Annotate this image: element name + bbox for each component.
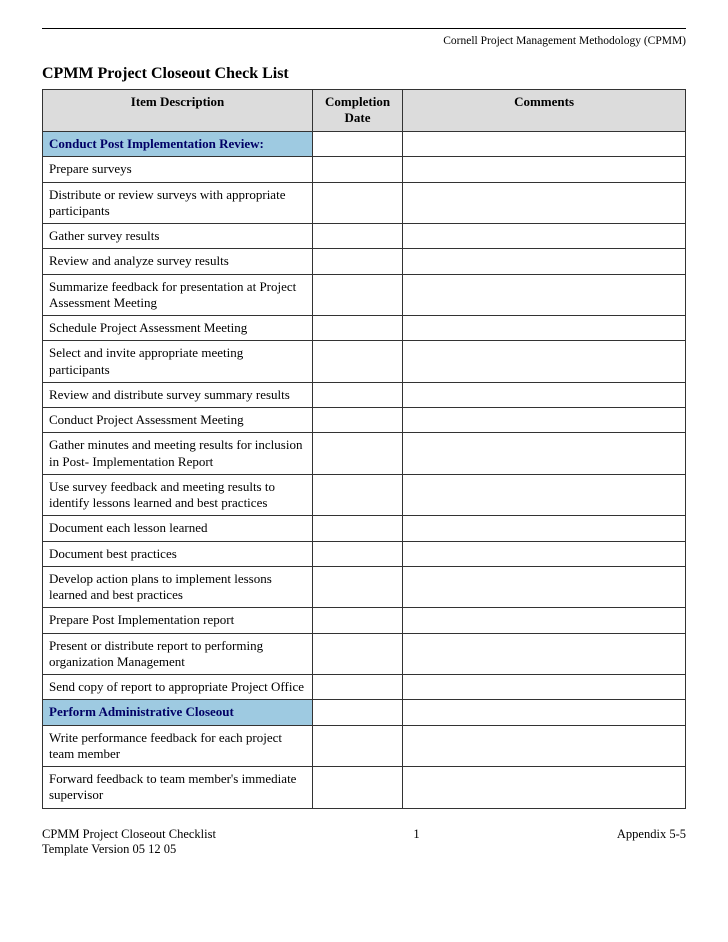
item-description: Prepare surveys — [43, 157, 313, 182]
table-row: Summarize feedback for presentation at P… — [43, 274, 686, 316]
col-header-description: Item Description — [43, 90, 313, 132]
item-comments — [403, 182, 686, 224]
item-completion-date — [313, 224, 403, 249]
table-row: Present or distribute report to performi… — [43, 633, 686, 675]
item-completion-date — [313, 249, 403, 274]
section-row: Conduct Post Implementation Review: — [43, 132, 686, 157]
item-comments — [403, 341, 686, 383]
item-comments — [403, 675, 686, 700]
item-description: Select and invite appropriate meeting pa… — [43, 341, 313, 383]
table-row: Document each lesson learned — [43, 516, 686, 541]
item-description: Review and analyze survey results — [43, 249, 313, 274]
item-description: Prepare Post Implementation report — [43, 608, 313, 633]
item-description: Conduct Project Assessment Meeting — [43, 408, 313, 433]
section-row: Perform Administrative Closeout — [43, 700, 686, 725]
item-description: Review and distribute survey summary res… — [43, 382, 313, 407]
item-comments — [403, 633, 686, 675]
item-comments — [403, 433, 686, 475]
table-row: Select and invite appropriate meeting pa… — [43, 341, 686, 383]
item-comments — [403, 566, 686, 608]
item-description: Send copy of report to appropriate Proje… — [43, 675, 313, 700]
item-description: Gather survey results — [43, 224, 313, 249]
checklist-table: Item Description Completion Date Comment… — [42, 89, 686, 809]
item-completion-date — [313, 316, 403, 341]
item-description: Distribute or review surveys with approp… — [43, 182, 313, 224]
table-row: Schedule Project Assessment Meeting — [43, 316, 686, 341]
item-comments — [403, 408, 686, 433]
item-description: Forward feedback to team member's immedi… — [43, 767, 313, 809]
item-description: Summarize feedback for presentation at P… — [43, 274, 313, 316]
item-completion-date — [313, 675, 403, 700]
item-completion-date — [313, 633, 403, 675]
item-completion-date — [313, 767, 403, 809]
item-completion-date — [313, 608, 403, 633]
footer-left: CPMM Project Closeout Checklist Template… — [42, 827, 216, 857]
table-row: Send copy of report to appropriate Proje… — [43, 675, 686, 700]
section-label: Perform Administrative Closeout — [43, 700, 313, 725]
footer-appendix: Appendix 5-5 — [617, 827, 686, 857]
table-row: Review and distribute survey summary res… — [43, 382, 686, 407]
item-completion-date — [313, 157, 403, 182]
table-row: Prepare Post Implementation report — [43, 608, 686, 633]
table-row: Review and analyze survey results — [43, 249, 686, 274]
page-title: CPMM Project Closeout Check List — [42, 65, 686, 83]
item-description: Schedule Project Assessment Meeting — [43, 316, 313, 341]
item-description: Write performance feedback for each proj… — [43, 725, 313, 767]
item-comments — [403, 767, 686, 809]
item-completion-date — [313, 341, 403, 383]
item-description: Document best practices — [43, 541, 313, 566]
page-footer: CPMM Project Closeout Checklist Template… — [42, 827, 686, 857]
item-completion-date — [313, 408, 403, 433]
section-comments-cell — [403, 132, 686, 157]
item-description: Document each lesson learned — [43, 516, 313, 541]
item-comments — [403, 516, 686, 541]
section-label: Conduct Post Implementation Review: — [43, 132, 313, 157]
section-comments-cell — [403, 700, 686, 725]
item-comments — [403, 157, 686, 182]
item-completion-date — [313, 725, 403, 767]
item-completion-date — [313, 433, 403, 475]
item-comments — [403, 224, 686, 249]
item-description: Develop action plans to implement lesson… — [43, 566, 313, 608]
item-comments — [403, 316, 686, 341]
item-comments — [403, 608, 686, 633]
top-rule — [42, 28, 686, 29]
table-row: Distribute or review surveys with approp… — [43, 182, 686, 224]
item-comments — [403, 274, 686, 316]
table-header-row: Item Description Completion Date Comment… — [43, 90, 686, 132]
table-row: Gather survey results — [43, 224, 686, 249]
footer-doc-title: CPMM Project Closeout Checklist — [42, 827, 216, 841]
item-comments — [403, 541, 686, 566]
item-comments — [403, 725, 686, 767]
table-row: Write performance feedback for each proj… — [43, 725, 686, 767]
item-completion-date — [313, 566, 403, 608]
table-row: Gather minutes and meeting results for i… — [43, 433, 686, 475]
item-completion-date — [313, 516, 403, 541]
item-description: Gather minutes and meeting results for i… — [43, 433, 313, 475]
item-comments — [403, 382, 686, 407]
footer-page-number: 1 — [413, 827, 419, 857]
item-completion-date — [313, 274, 403, 316]
item-description: Present or distribute report to performi… — [43, 633, 313, 675]
col-header-completion-date: Completion Date — [313, 90, 403, 132]
item-completion-date — [313, 382, 403, 407]
item-description: Use survey feedback and meeting results … — [43, 474, 313, 516]
footer-template-version: Template Version 05 12 05 — [42, 842, 176, 856]
section-date-cell — [313, 132, 403, 157]
item-comments — [403, 474, 686, 516]
table-row: Forward feedback to team member's immedi… — [43, 767, 686, 809]
table-row: Document best practices — [43, 541, 686, 566]
item-completion-date — [313, 474, 403, 516]
section-date-cell — [313, 700, 403, 725]
col-header-comments: Comments — [403, 90, 686, 132]
header-org-line: Cornell Project Management Methodology (… — [42, 35, 686, 47]
table-row: Use survey feedback and meeting results … — [43, 474, 686, 516]
table-row: Conduct Project Assessment Meeting — [43, 408, 686, 433]
table-row: Develop action plans to implement lesson… — [43, 566, 686, 608]
item-comments — [403, 249, 686, 274]
item-completion-date — [313, 541, 403, 566]
document-page: Cornell Project Management Methodology (… — [0, 0, 728, 877]
table-row: Prepare surveys — [43, 157, 686, 182]
item-completion-date — [313, 182, 403, 224]
